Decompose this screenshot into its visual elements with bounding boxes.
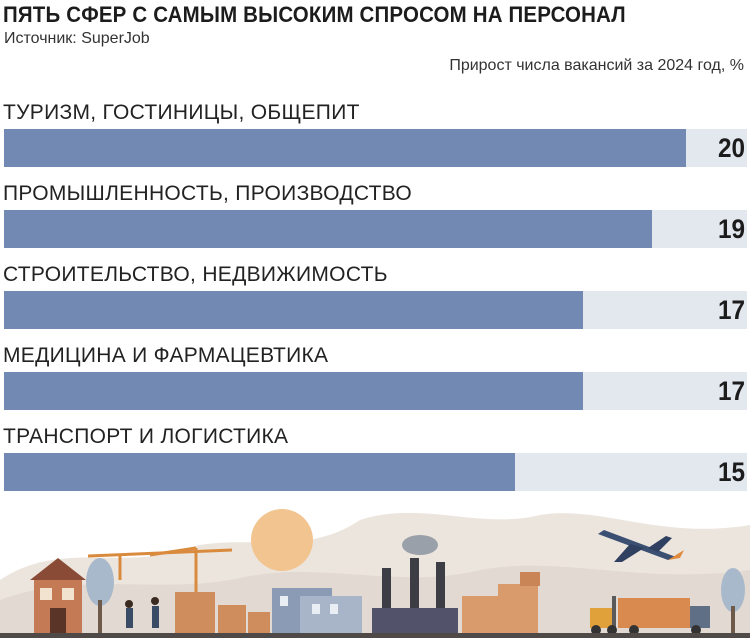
chart-title: ПЯТЬ СФЕР С САМЫМ ВЫСОКИМ СПРОСОМ НА ПЕР…	[3, 2, 626, 27]
bar	[4, 372, 583, 410]
source-note: Источник: SuperJob	[4, 30, 150, 47]
value-label: 15	[717, 457, 745, 487]
category-label: ТУРИЗМ, ГОСТИНИЦЫ, ОБЩЕПИТ	[3, 101, 360, 124]
bar-track: 15	[4, 453, 747, 491]
tree-icon	[86, 558, 114, 635]
sun-icon	[251, 509, 313, 571]
factory-icon	[372, 535, 458, 635]
bar	[4, 129, 686, 167]
bar	[4, 291, 583, 329]
warehouse-icon	[462, 572, 540, 635]
bar	[4, 210, 652, 248]
ground	[0, 633, 750, 638]
forklift-icon	[590, 596, 617, 635]
truck-icon	[618, 598, 710, 635]
value-label: 17	[717, 295, 745, 325]
cargo-boxes-icon	[175, 592, 270, 635]
value-label: 19	[717, 214, 745, 244]
value-label: 17	[717, 376, 745, 406]
buildings-icon	[272, 588, 362, 635]
city-industry-illustration	[0, 509, 750, 638]
category-label: ПРОМЫШЛЕННОСТЬ, ПРОИЗВОДСТВО	[3, 182, 412, 205]
workers-icon	[125, 597, 159, 628]
value-label: 20	[717, 133, 745, 163]
bar-track: 17	[4, 291, 747, 329]
bar	[4, 453, 515, 491]
category-label: ТРАНСПОРТ И ЛОГИСТИКА	[3, 425, 289, 448]
bar-track: 17	[4, 372, 747, 410]
unit-note: Прирост числа вакансий за 2024 год, %	[449, 57, 744, 74]
tree-icon	[721, 568, 745, 635]
bar-track: 19	[4, 210, 747, 248]
category-label: МЕДИЦИНА И ФАРМАЦЕВТИКА	[3, 344, 329, 367]
house-icon	[30, 558, 86, 635]
bar-track: 20	[4, 129, 747, 167]
category-label: СТРОИТЕЛЬСТВО, НЕДВИЖИМОСТЬ	[3, 263, 388, 286]
airplane-icon	[598, 530, 684, 562]
